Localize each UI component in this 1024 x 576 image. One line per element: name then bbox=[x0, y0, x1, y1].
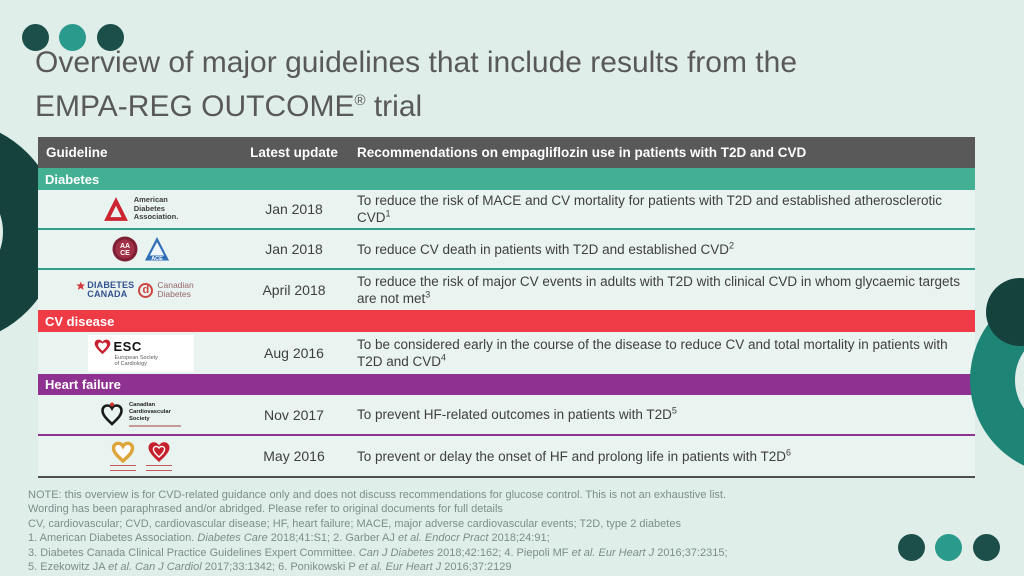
right-circle-decoration bbox=[986, 278, 1024, 346]
svg-text:CE: CE bbox=[120, 250, 130, 257]
aace-logo-icon: AA CE bbox=[112, 236, 137, 262]
table-row-aace-ace: AA CE ACE Jan 2018 To reduce CV death in… bbox=[38, 230, 975, 270]
recommendation-text: To prevent or delay the onset of HF and … bbox=[357, 447, 792, 464]
latest-update: Nov 2017 bbox=[264, 406, 324, 423]
latest-update: Jan 2018 bbox=[265, 201, 323, 217]
right-ring-decoration bbox=[970, 285, 1024, 475]
ada-logo-text: American Diabetes Association. bbox=[134, 196, 179, 222]
ccs-logo: Canadian Cardiovascular Society bbox=[100, 402, 181, 427]
section-bar-cv-disease: CV disease bbox=[38, 310, 975, 332]
red-heart-icon bbox=[148, 442, 169, 462]
guideline-logo-cell: American Diabetes Association. bbox=[38, 196, 235, 222]
aace-ace-logo: AA CE ACE bbox=[112, 236, 170, 262]
page-title: Overview of major guidelines that includ… bbox=[35, 44, 935, 126]
reference-line: 5. Ezekowitz JA et al. Can J Cardiol 201… bbox=[28, 561, 512, 574]
esc-sub-line: of Cardiology bbox=[114, 361, 147, 367]
ccs-line: Canadian bbox=[129, 402, 156, 409]
ccs-tagline bbox=[129, 424, 181, 427]
diabetes-canada-logo: DIABETES CANADA d Canadian Diabetes bbox=[76, 279, 194, 300]
ada-triangle-icon bbox=[103, 197, 128, 221]
hfa-logo bbox=[109, 441, 136, 471]
esc-sub-line: European Society bbox=[114, 354, 158, 361]
table-row-ccs: Canadian Cardiovascular Society Nov 2017… bbox=[38, 395, 975, 436]
esc-logo: ESC European Society of Cardiology bbox=[87, 334, 194, 372]
hfa-caption bbox=[109, 465, 136, 471]
decorative-dot bbox=[59, 24, 86, 51]
table-header: Guideline Latest update Recommendations … bbox=[38, 137, 975, 168]
column-header-latest-update: Latest update bbox=[250, 145, 338, 160]
section-bar-diabetes: Diabetes bbox=[38, 168, 975, 190]
note-line: Wording has been paraphrased and/or abri… bbox=[28, 503, 503, 516]
column-header-recommendations: Recommendations on empagliflozin use in … bbox=[357, 145, 807, 160]
decorative-dot bbox=[97, 24, 124, 51]
reference-line: 3. Diabetes Canada Clinical Practice Gui… bbox=[28, 546, 728, 559]
decorative-dot bbox=[935, 534, 962, 561]
table-row-hf-societies: May 2016 To prevent or delay the onset o… bbox=[38, 436, 975, 478]
guideline-logo-cell: ESC European Society of Cardiology bbox=[38, 334, 235, 372]
table-row-diabetes-canada: DIABETES CANADA d Canadian Diabetes Apri… bbox=[38, 270, 975, 310]
section-bar-heart-failure: Heart failure bbox=[38, 374, 975, 395]
guideline-logo-cell: DIABETES CANADA d Canadian Diabetes bbox=[38, 279, 235, 300]
ada-line: Diabetes bbox=[133, 203, 165, 213]
recommendation-text: To be considered early in the course of … bbox=[357, 337, 948, 369]
esc-logo-top: ESC bbox=[94, 339, 188, 355]
gold-heart-icon bbox=[111, 441, 134, 463]
decorative-dot bbox=[22, 24, 49, 51]
latest-update: Jan 2018 bbox=[265, 241, 323, 257]
guideline-logo-cell: AA CE ACE bbox=[38, 236, 235, 262]
table-row-ada: American Diabetes Association. Jan 2018 … bbox=[38, 190, 975, 230]
latest-update: Aug 2016 bbox=[264, 345, 324, 361]
esc-heart-icon bbox=[94, 339, 110, 354]
ada-logo: American Diabetes Association. bbox=[103, 196, 179, 222]
ccs-line: Cardiovascular bbox=[129, 409, 171, 416]
dc-line: DIABETES bbox=[87, 279, 135, 290]
ccs-line: Society bbox=[129, 415, 150, 422]
dc-line: CANADA bbox=[87, 289, 128, 299]
ccs-logo-text: Canadian Cardiovascular Society bbox=[129, 402, 181, 427]
recommendation-text: To reduce the risk of MACE and CV mortal… bbox=[357, 193, 943, 225]
maple-leaf-icon bbox=[76, 281, 86, 291]
decorative-dot bbox=[973, 534, 1000, 561]
footnotes: NOTE: this overview is for CVD-related g… bbox=[28, 488, 968, 574]
esc-abbr: ESC bbox=[113, 339, 142, 354]
svg-text:ACE: ACE bbox=[151, 256, 163, 262]
esc-subtitle: European Society of Cardiology bbox=[115, 355, 188, 368]
ace-logo-icon: ACE bbox=[144, 237, 169, 262]
canadian-diabetes-wordmark: Canadian Diabetes bbox=[157, 279, 194, 300]
guideline-logo-cell: Canadian Cardiovascular Society bbox=[38, 402, 235, 427]
canadian-diabetes-icon: d bbox=[138, 282, 154, 298]
dc-line: Diabetes bbox=[157, 289, 191, 299]
esc-hf-logo bbox=[145, 441, 172, 471]
decorative-dot bbox=[898, 534, 925, 561]
dc-line: Canadian bbox=[157, 279, 194, 290]
recommendation-text: To reduce the risk of major CV events in… bbox=[357, 274, 960, 306]
heart-failure-logos bbox=[109, 441, 172, 471]
latest-update: April 2018 bbox=[262, 282, 326, 298]
table-row-esc: ESC European Society of Cardiology Aug 2… bbox=[38, 332, 975, 374]
guidelines-table: Guideline Latest update Recommendations … bbox=[38, 137, 975, 478]
abbreviations-line: CV, cardiovascular; CVD, cardiovascular … bbox=[28, 517, 681, 530]
recommendation-text: To reduce CV death in patients with T2D … bbox=[357, 240, 734, 257]
guideline-logo-cell bbox=[38, 441, 235, 471]
ccs-heart-icon bbox=[101, 402, 123, 427]
title-line-2: EMPA-REG OUTCOME® trial bbox=[35, 90, 423, 123]
esc-hf-caption bbox=[145, 465, 172, 471]
column-header-guideline: Guideline bbox=[46, 145, 108, 160]
diabetes-canada-wordmark: DIABETES CANADA bbox=[76, 279, 135, 300]
ada-line: Association. bbox=[133, 212, 179, 222]
reference-line: 1. American Diabetes Association. Diabet… bbox=[28, 532, 550, 545]
svg-text:AA: AA bbox=[119, 243, 129, 250]
title-line-1: Overview of major guidelines that includ… bbox=[35, 46, 798, 79]
ada-line: American bbox=[133, 195, 168, 205]
recommendation-text: To prevent HF-related outcomes in patien… bbox=[357, 405, 677, 422]
latest-update: May 2016 bbox=[263, 448, 325, 464]
note-line: NOTE: this overview is for CVD-related g… bbox=[28, 489, 727, 501]
